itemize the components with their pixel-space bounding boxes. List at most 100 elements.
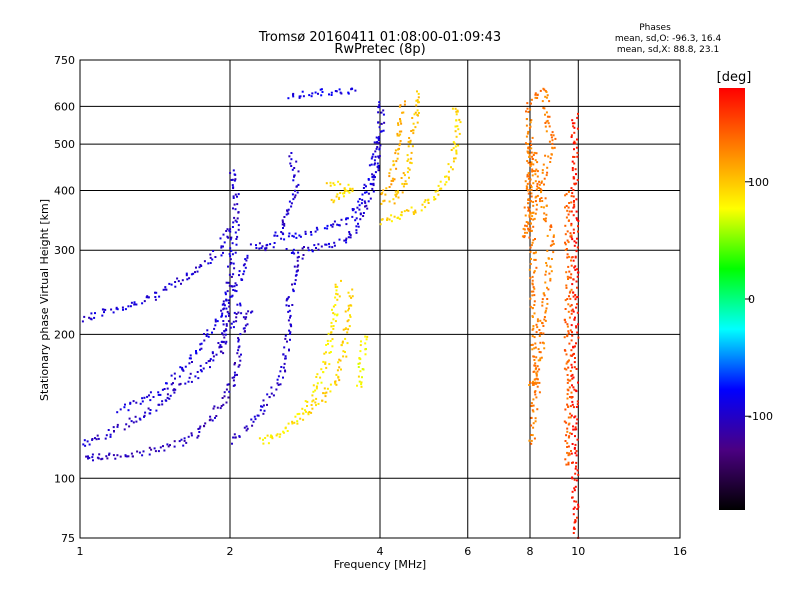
trace-19-point [533, 270, 536, 273]
trace-14-point [390, 214, 393, 217]
trace-19-point [536, 318, 539, 321]
trace-5-point [287, 310, 290, 313]
trace-3-point [213, 327, 216, 330]
trace-0-point [150, 448, 153, 451]
trace-19-point [536, 378, 539, 381]
trace-14-point [453, 142, 456, 145]
trace-17-point [571, 169, 574, 172]
trace-1-point [105, 434, 108, 437]
trace-19-point [532, 327, 535, 330]
trace-15-point [402, 172, 405, 175]
trace-6-point [311, 250, 314, 253]
trace-1-point [229, 326, 232, 329]
trace-19-point [531, 158, 534, 160]
trace-12-point [359, 370, 362, 373]
trace-19-point [536, 365, 539, 368]
trace-17-point [575, 280, 578, 283]
trace-5-point [270, 392, 273, 395]
trace-10-point [334, 320, 337, 323]
trace-7-point [326, 224, 329, 227]
trace-1-point [233, 311, 236, 314]
trace-19-point [532, 201, 535, 203]
trace-9-point [272, 246, 275, 249]
trace-17-point [574, 426, 577, 429]
trace-7-point [373, 159, 376, 162]
trace-6-point [372, 178, 375, 181]
trace-19-point [542, 163, 545, 166]
trace-10-point [299, 417, 302, 420]
trace-19-point [527, 202, 529, 205]
trace-5-point [296, 265, 299, 268]
trace-0-point [173, 445, 176, 448]
trace-4-point [228, 314, 230, 317]
trace-10-point [334, 283, 337, 286]
trace-17-point [575, 450, 578, 453]
trace-19-point [525, 124, 528, 127]
trace-2-point [226, 228, 229, 231]
trace-0-point [204, 422, 207, 425]
trace-18-point [565, 205, 568, 207]
trace-5-point [283, 346, 286, 349]
trace-5-point [252, 420, 255, 423]
trace-16-point [397, 134, 400, 137]
trace-13-point [351, 187, 354, 190]
trace-17-point [575, 454, 578, 457]
trace-19-point [545, 91, 548, 93]
trace-19-point [529, 140, 532, 143]
trace-7-point [358, 204, 361, 207]
trace-5-point [296, 256, 299, 259]
trace-3-point [242, 264, 245, 267]
y-tick-label-1: 100 [54, 472, 75, 485]
trace-10-point [291, 420, 294, 423]
trace-18-point [570, 391, 573, 394]
trace-16-point [388, 172, 391, 175]
trace-2-point [209, 253, 212, 256]
colorbar-label: [deg] [717, 70, 752, 85]
trace-9-point [290, 152, 293, 154]
trace-10-point [332, 312, 335, 315]
trace-13-point [332, 182, 335, 185]
trace-1-point [143, 415, 145, 418]
trace-19-point [539, 351, 542, 354]
trace-19-point [538, 180, 541, 183]
trace-18-point [565, 421, 568, 424]
trace-17-point [573, 526, 576, 529]
trace-8-point [298, 96, 301, 99]
trace-19-point [528, 208, 530, 211]
trace-6-point [328, 242, 330, 245]
trace-10-point [327, 332, 330, 335]
trace-19-point [531, 136, 534, 139]
trace-19-point [526, 143, 529, 145]
trace-11-point [310, 404, 313, 406]
trace-5-point [276, 378, 279, 381]
trace-4-point [235, 238, 238, 240]
trace-6-point [382, 109, 385, 112]
trace-15-point [407, 158, 410, 161]
trace-17-point [577, 230, 579, 233]
trace-0-point [182, 444, 185, 447]
trace-3-point [132, 400, 135, 403]
trace-1-point [128, 425, 131, 428]
trace-7-point [379, 144, 382, 147]
trace-7-point [337, 224, 340, 227]
colorbar-tick-label-2: -100 [748, 410, 773, 423]
trace-18-point [570, 349, 573, 352]
trace-18-point [566, 239, 569, 242]
trace-17-point [573, 489, 576, 492]
trace-13-point [351, 190, 354, 193]
trace-18-point [567, 389, 570, 392]
trace-15-point [396, 190, 399, 193]
trace-8-point [310, 95, 313, 98]
trace-17-point [571, 238, 574, 241]
y-tick-label-4: 400 [54, 184, 75, 197]
trace-9-point [295, 185, 298, 188]
trace-10-point [304, 409, 306, 412]
trace-16-point [397, 148, 399, 151]
trace-8-point [302, 95, 305, 98]
trace-0-point [159, 446, 162, 449]
trace-19-point [527, 146, 530, 149]
trace-3-point [129, 402, 132, 405]
trace-2-point [209, 262, 212, 264]
trace-6-point [363, 200, 366, 203]
trace-19-point [529, 200, 532, 203]
